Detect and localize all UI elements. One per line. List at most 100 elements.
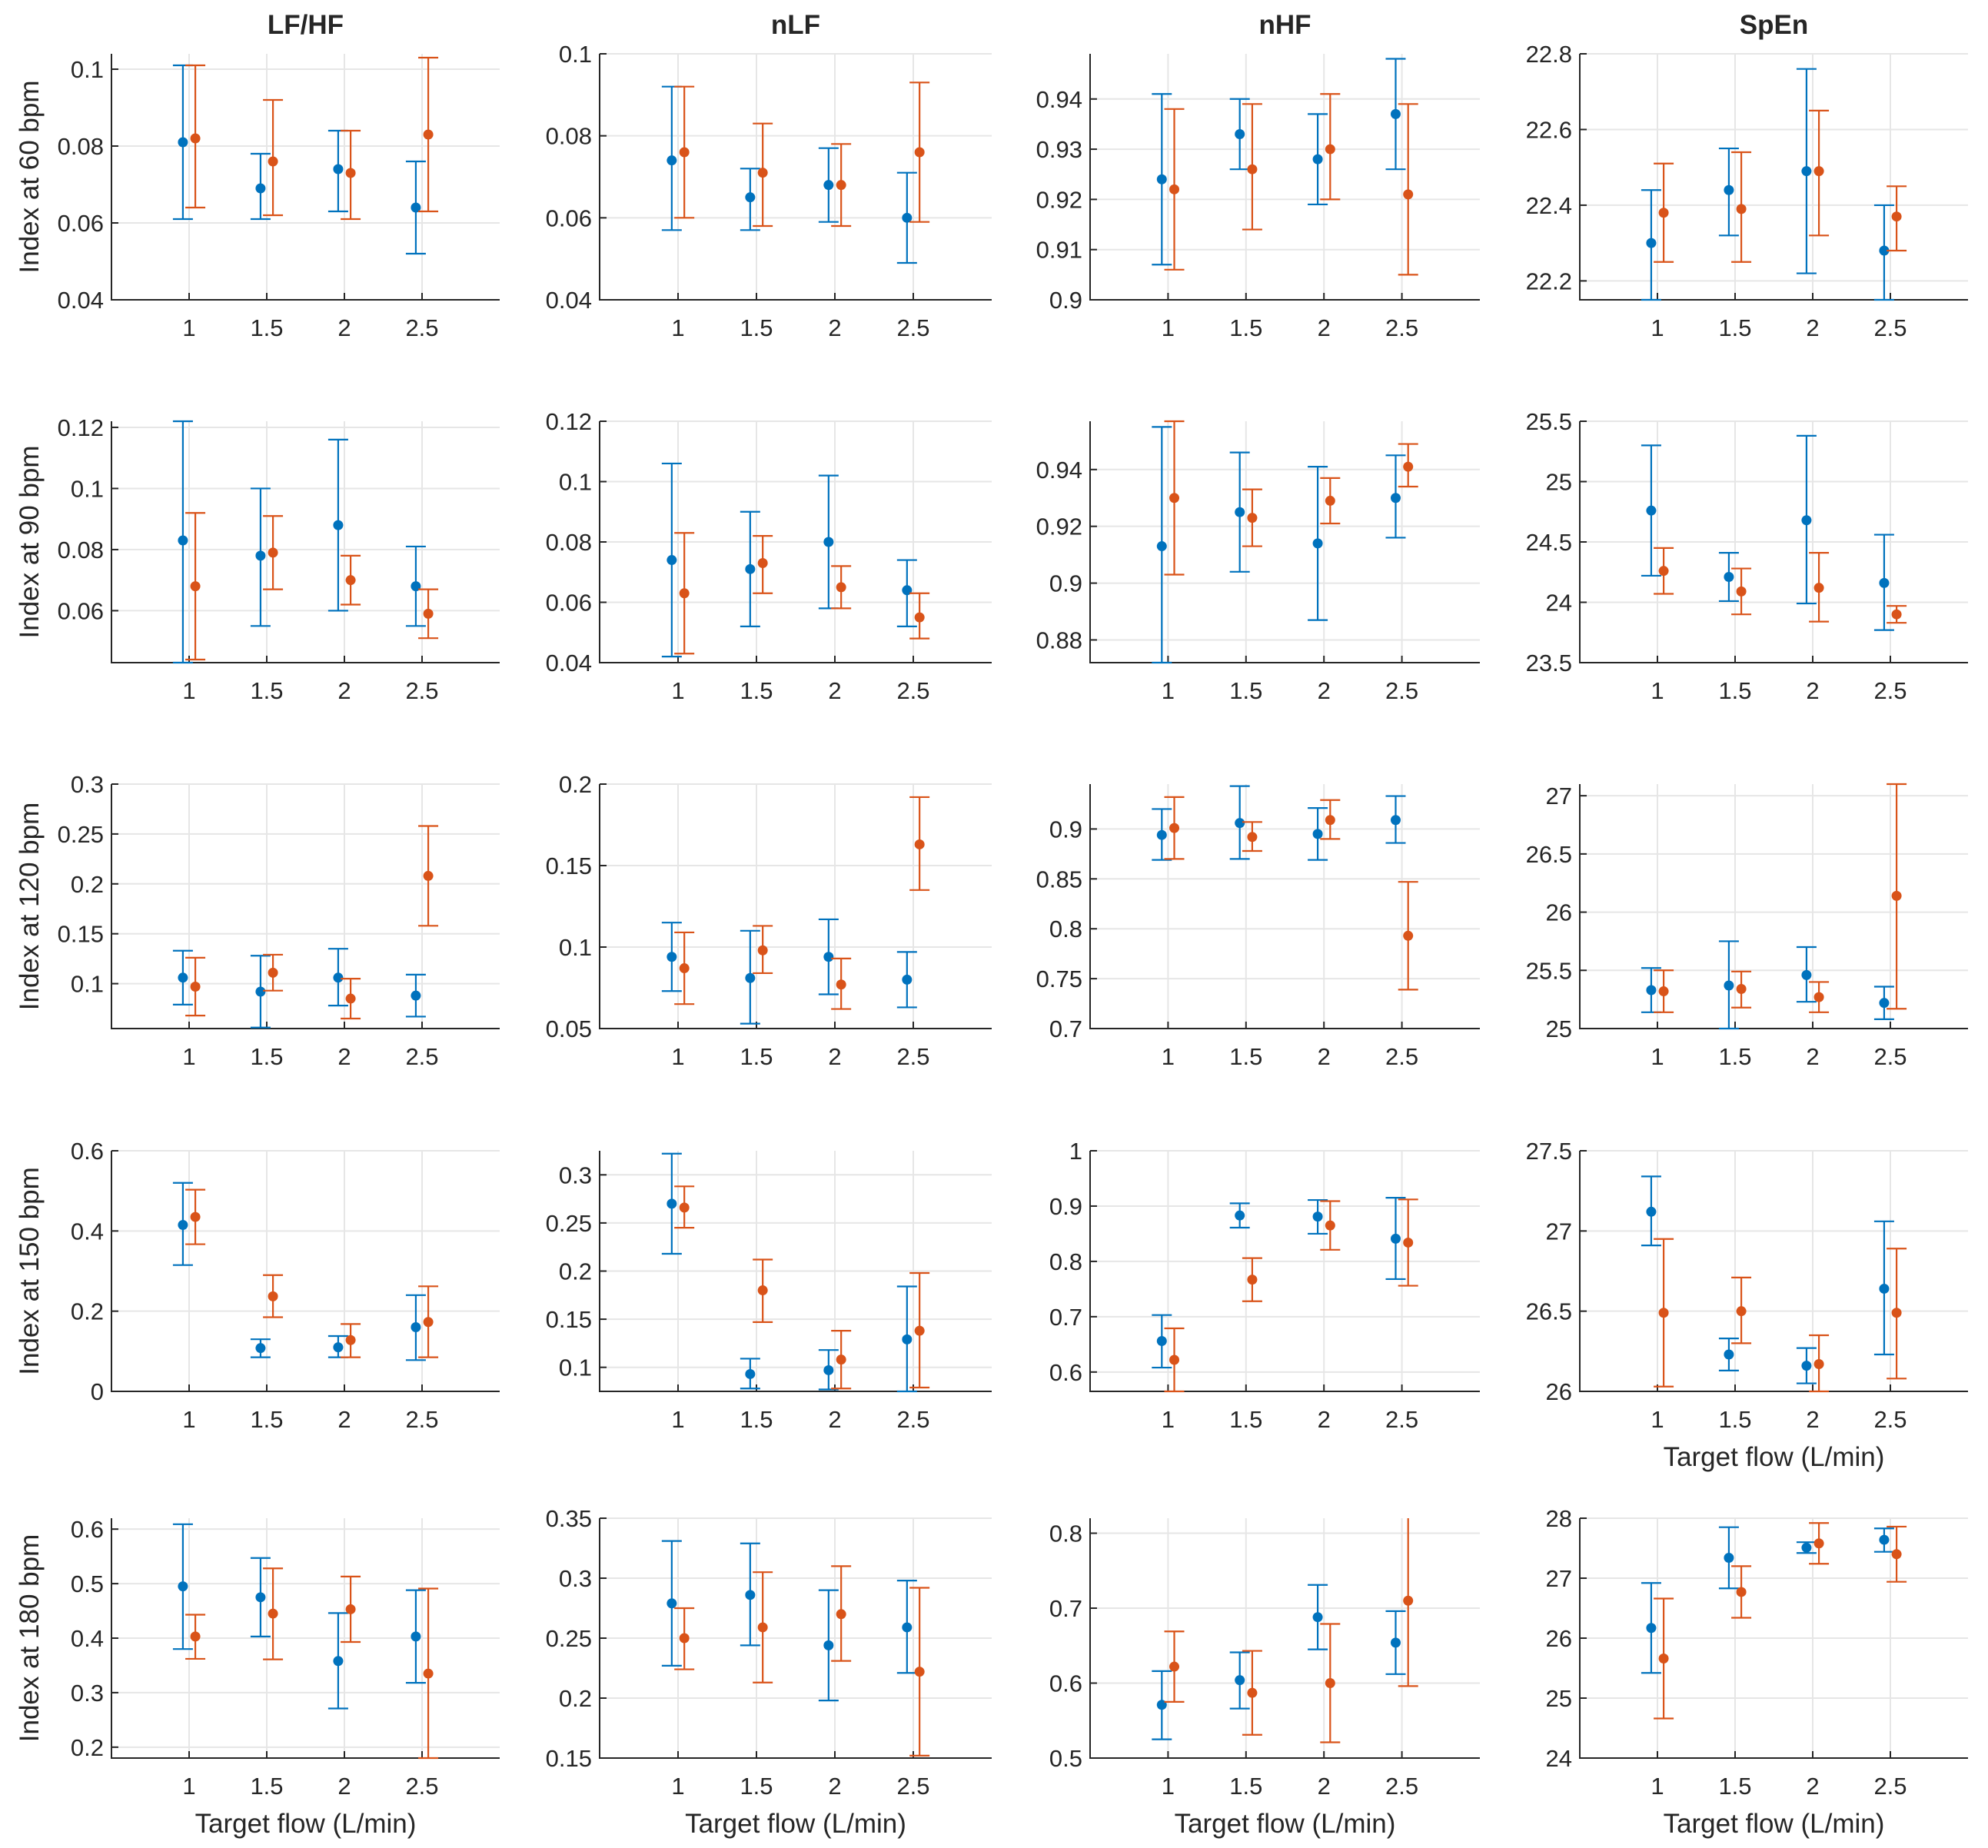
x-tick-label: 2 (828, 1773, 841, 1800)
subplot-r0-c2: 1 1.5 2 2.5 0.9 0.91 0.92 0.93 0.94 nHF (1036, 10, 1480, 341)
column-title: nLF (771, 10, 820, 40)
x-tick-label: 2 (1806, 1773, 1819, 1800)
x-tick-label: 1.5 (1229, 1773, 1262, 1800)
y-tick-label: 26.5 (1526, 841, 1572, 868)
x-tick-label: 1.5 (1718, 677, 1751, 704)
data-point-series-1 (1390, 1637, 1401, 1648)
data-point-series-2 (268, 1608, 278, 1619)
data-point-series-1 (1646, 1623, 1657, 1634)
y-tick-label: 0.9 (1049, 816, 1082, 843)
data-point-series-1 (1156, 829, 1167, 840)
data-point-series-1 (1312, 829, 1323, 839)
x-tick-label: 2.5 (1385, 677, 1418, 704)
x-tick-label: 2 (1806, 314, 1819, 341)
y-tick-label: 0.5 (71, 1570, 104, 1597)
data-point-series-2 (1658, 1308, 1669, 1318)
data-point-series-1 (1235, 507, 1245, 517)
x-tick-label: 2 (828, 1406, 841, 1433)
y-tick-label: 0.04 (58, 287, 104, 314)
data-point-series-1 (1879, 577, 1890, 588)
subplot-r4-c0: 1 1.5 2 2.5 0.2 0.3 0.4 0.5 0.6 Index at 180 bpm T… (15, 1516, 500, 1839)
y-tick-label: 27 (1546, 1218, 1572, 1245)
data-point-series-1 (902, 1334, 913, 1344)
x-tick-label: 2.5 (896, 314, 929, 341)
x-tick-label: 1 (182, 677, 195, 704)
data-point-series-1 (1879, 998, 1890, 1009)
data-point-series-2 (1403, 1237, 1414, 1248)
data-point-series-2 (1169, 493, 1180, 504)
x-tick-label: 2 (337, 1043, 351, 1070)
data-point-series-2 (423, 1317, 434, 1328)
subplot-r0-c3: 1 1.5 2 2.5 22.2 22.4 22.6 22.8 SpEn (1526, 10, 1968, 341)
data-point-series-2 (914, 612, 925, 623)
x-tick-label: 1.5 (250, 1773, 283, 1800)
x-tick-label: 1 (182, 1773, 195, 1800)
data-point-series-2 (1169, 823, 1180, 833)
subplot-r1-c0: 1 1.5 2 2.5 0.06 0.08 0.1 0.12 Index at 90 bpm (15, 414, 500, 704)
y-tick-label: 26 (1546, 899, 1572, 926)
y-tick-label: 0.35 (546, 1505, 592, 1532)
data-point-series-1 (902, 1622, 913, 1633)
subplot-r3-c3: 1 1.5 2 2.5 26 26.5 27 27.5 Target flow (L/min) (1526, 1138, 1968, 1472)
x-tick-label: 2.5 (405, 677, 438, 704)
subplot-r1-c2: 1 1.5 2 2.5 0.88 0.9 0.92 0.94 (1036, 420, 1480, 704)
y-tick-label: 26 (1546, 1378, 1572, 1405)
data-point-series-1 (823, 1640, 834, 1650)
x-tick-label: 1.5 (250, 314, 283, 341)
data-point-series-2 (1247, 513, 1258, 523)
y-tick-label: 0.94 (1036, 86, 1082, 113)
data-point-series-1 (823, 1364, 834, 1375)
data-point-series-1 (1879, 245, 1890, 256)
data-point-series-2 (1891, 1549, 1902, 1560)
y-tick-label: 0.8 (1049, 916, 1082, 942)
data-point-series-2 (757, 557, 768, 568)
y-tick-label: 0.4 (71, 1625, 104, 1652)
y-tick-label: 0.15 (546, 853, 592, 879)
data-point-series-1 (1312, 1612, 1323, 1623)
x-tick-label: 1 (1162, 1406, 1175, 1433)
data-point-series-1 (1235, 818, 1245, 829)
x-tick-label: 2.5 (405, 314, 438, 341)
x-tick-label: 2 (1318, 1043, 1331, 1070)
y-tick-label: 0.9 (1049, 1193, 1082, 1220)
data-point-series-1 (745, 192, 756, 203)
subplot-r0-c0: 1 1.5 2 2.5 0.04 0.06 0.08 0.1 LF/HF Index at 60 … (15, 10, 500, 341)
data-point-series-1 (1724, 1552, 1734, 1563)
y-tick-label: 0.6 (1049, 1670, 1082, 1697)
y-tick-label: 25 (1546, 469, 1572, 496)
x-tick-label: 1.5 (1229, 677, 1262, 704)
data-point-series-1 (667, 155, 677, 166)
subplot-r3-c2: 1 1.5 2 2.5 0.6 0.7 0.8 0.9 1 (1049, 1138, 1480, 1433)
x-tick-label: 2.5 (896, 1043, 929, 1070)
data-point-series-2 (1658, 208, 1669, 218)
subplot-r4-c1: 1 1.5 2 2.5 0.15 0.2 0.25 0.3 0.35 Target flow (L… (546, 1505, 992, 1839)
y-tick-label: 0.08 (546, 529, 592, 556)
y-tick-label: 0.12 (546, 408, 592, 435)
data-point-series-1 (255, 183, 266, 194)
data-point-series-1 (1312, 154, 1323, 165)
data-point-series-2 (1736, 204, 1747, 214)
y-tick-label: 25.5 (1526, 957, 1572, 984)
x-tick-label: 1 (182, 1406, 195, 1433)
y-tick-label: 0.1 (71, 475, 104, 502)
x-tick-label: 1 (182, 1043, 195, 1070)
x-tick-label: 2.5 (896, 1406, 929, 1433)
data-point-series-1 (902, 974, 913, 985)
x-tick-label: 1 (671, 314, 684, 341)
column-title: SpEn (1740, 10, 1808, 40)
y-tick-label: 26.5 (1526, 1298, 1572, 1325)
x-tick-label: 2.5 (1873, 1043, 1907, 1070)
y-tick-label: 27 (1546, 783, 1572, 809)
x-tick-label: 1.5 (740, 1406, 773, 1433)
subplot-r2-c1: 1 1.5 2 2.5 0.05 0.1 0.15 0.2 (546, 771, 992, 1070)
subplot-r2-c0: 1 1.5 2 2.5 0.1 0.15 0.2 0.25 0.3 Index at 120 bp… (15, 771, 500, 1070)
data-point-series-1 (1801, 1542, 1812, 1553)
data-point-series-2 (757, 1285, 768, 1296)
y-tick-label: 27 (1546, 1565, 1572, 1592)
data-point-series-2 (190, 581, 201, 592)
subplot-r4-c3: 1 1.5 2 2.5 24 25 26 27 28 Target flow (L/min) (1546, 1505, 1968, 1839)
x-tick-label: 2.5 (1385, 1406, 1418, 1433)
data-point-series-2 (1325, 144, 1335, 155)
x-tick-label: 2 (1806, 1406, 1819, 1433)
